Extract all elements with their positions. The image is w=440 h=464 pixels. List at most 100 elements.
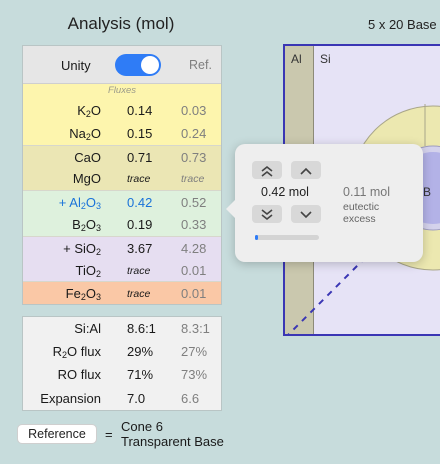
ref-header: Ref. xyxy=(189,58,212,72)
ratio-row: Expansion 7.0 6.6 xyxy=(23,387,221,410)
oxide-tail: O xyxy=(85,286,96,302)
oxide-base: Al xyxy=(69,195,81,211)
unity-label: Unity xyxy=(61,58,91,73)
ratio-name: Expansion xyxy=(40,391,101,406)
ratio-name-text: Expansion xyxy=(40,390,101,406)
oxide-name: Na2O xyxy=(69,126,101,142)
ratio-row: Si:Al 8.6:1 8.3:1 xyxy=(23,317,221,340)
oxide-ref-value: 0.01 xyxy=(181,262,207,278)
oxide-name: K2O xyxy=(77,103,101,119)
oxide-tail: O xyxy=(90,103,101,118)
oxide-ref-value: 4.28 xyxy=(181,240,207,256)
ratio-name: RO flux xyxy=(58,367,101,382)
ratio-ref-value: 73% xyxy=(181,367,208,383)
oxide-value: 0.42 xyxy=(127,195,153,211)
fluxes-label: Fluxes xyxy=(108,85,136,96)
oxide-value: 0.71 xyxy=(127,149,153,165)
oxide-tail: O xyxy=(90,125,101,141)
oxide-ref-value: 0.01 xyxy=(181,286,207,302)
ratio-ref-value: 8.3:1 xyxy=(181,321,210,336)
oxide-value: 0.14 xyxy=(127,103,153,118)
ratio-value: 29% xyxy=(127,344,154,360)
reference-line-1: Cone 6 xyxy=(121,419,163,434)
grid-title: 5 x 20 Base xyxy=(368,17,437,32)
oxide-ref-value: 0.24 xyxy=(181,125,207,141)
oxide-subscript-2: 3 xyxy=(95,222,101,233)
oxide-subscript: 2 xyxy=(95,246,101,257)
oxide-base: CaO xyxy=(74,149,101,165)
oxide-row[interactable]: + SiO2 3.67 4.28 xyxy=(23,235,221,259)
ratio-name-base: R xyxy=(52,344,63,360)
oxide-base: B xyxy=(72,216,81,232)
oxide-ref-value: 0.52 xyxy=(181,195,207,211)
oxide-base: MgO xyxy=(72,171,101,187)
reference-description: Cone 6 Transparent Base xyxy=(121,419,224,449)
stepper-popover: 0.42 mol 0.11 mol eutectic excess xyxy=(226,144,423,262)
oxide-row[interactable]: + Al2O3 0.42 0.52 xyxy=(23,190,221,213)
oxide-value: trace xyxy=(127,288,151,301)
oxide-row[interactable]: MgO trace trace xyxy=(23,167,221,191)
oxide-ref-value: 0.33 xyxy=(181,216,207,232)
si-axis-label: Si xyxy=(320,52,331,66)
ratio-value: 7.0 xyxy=(127,390,146,406)
oxide-name: CaO xyxy=(74,150,101,165)
step-down-large-button[interactable] xyxy=(252,205,282,223)
oxide-base: Na xyxy=(69,125,86,141)
ratio-name: R2O flux xyxy=(53,344,101,360)
page-title: Analysis (mol) xyxy=(67,14,175,33)
fluxes-header: Fluxes xyxy=(23,84,221,99)
oxide-subscript-2: 3 xyxy=(95,292,101,303)
oxide-subscript: 2 xyxy=(95,268,101,279)
oxide-row[interactable]: Na2O 0.15 0.24 xyxy=(23,121,221,145)
ratio-row: RO flux 71% 73% xyxy=(23,363,221,386)
popover-ref-value: 0.11 mol xyxy=(343,185,391,199)
ratio-name-text: Si:Al xyxy=(74,321,101,336)
oxide-base: K xyxy=(77,103,86,118)
popover-arrow xyxy=(226,200,235,218)
oxide-row[interactable]: B2O3 0.19 0.33 xyxy=(23,212,221,236)
ratio-ref-value: 27% xyxy=(181,344,208,360)
popover-ref-desc-1: eutectic xyxy=(343,201,380,213)
chevron-up-icon xyxy=(300,167,312,175)
oxide-row[interactable]: TiO2 trace 0.01 xyxy=(23,258,221,282)
ratio-name-tail: O flux xyxy=(67,344,101,360)
value-slider[interactable] xyxy=(255,235,319,240)
oxide-row[interactable]: Fe2O3 trace 0.01 xyxy=(23,281,221,305)
oxide-name: + Al2O3 xyxy=(59,195,101,211)
oxide-name: + SiO2 xyxy=(63,241,101,257)
oxide-subscript: 2 xyxy=(80,292,86,303)
oxide-value: trace xyxy=(127,173,151,186)
analysis-table: Unity Ref. Fluxes K2O 0.14 0.03 Na2O 0.15 0.2… xyxy=(22,45,222,306)
oxide-name: TiO2 xyxy=(76,263,101,279)
unity-header: Unity Ref. xyxy=(23,46,221,84)
step-up-button[interactable] xyxy=(291,161,321,179)
oxide-row[interactable]: CaO 0.71 0.73 xyxy=(23,144,221,168)
oxide-subscript: 2 xyxy=(80,222,86,233)
ratios-table: Si:Al 8.6:1 8.3:1 R2O flux 29% 27% RO flux 71% 7… xyxy=(22,316,222,411)
reference-equals: = xyxy=(105,427,113,442)
ratio-value: 8.6:1 xyxy=(127,321,156,336)
oxide-ref-value: 0.03 xyxy=(181,103,207,118)
reference-line-2: Transparent Base xyxy=(121,434,224,449)
reference-button[interactable]: Reference xyxy=(17,424,97,444)
popover-ref-desc: eutectic excess xyxy=(343,201,379,225)
double-chevron-down-icon xyxy=(261,209,273,220)
oxide-prefix: + xyxy=(58,195,70,211)
popover-ref-desc-2: excess xyxy=(343,213,376,225)
step-down-button[interactable] xyxy=(291,205,321,223)
slider-fill xyxy=(255,235,259,240)
oxide-name: Fe2O3 xyxy=(66,286,101,302)
oxide-value: 0.15 xyxy=(127,125,153,141)
oxide-subscript: 2 xyxy=(80,201,86,212)
oxide-subscript: 2 xyxy=(85,109,91,119)
partial-label: B xyxy=(423,185,431,199)
oxide-value: 3.67 xyxy=(127,240,153,256)
oxide-tail: O xyxy=(85,216,96,232)
al-axis-label: Al xyxy=(291,52,302,66)
step-up-large-button[interactable] xyxy=(252,161,282,179)
oxide-subscript-2: 3 xyxy=(95,201,101,212)
oxide-base: Fe xyxy=(65,286,81,302)
popover-value: 0.42 mol xyxy=(261,185,309,199)
unity-toggle[interactable] xyxy=(115,54,161,76)
oxide-row[interactable]: K2O 0.14 0.03 xyxy=(23,99,221,122)
